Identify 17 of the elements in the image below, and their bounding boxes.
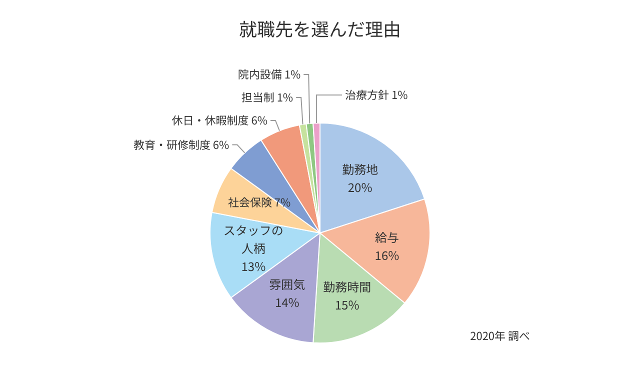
slice-label: 勤務時間 xyxy=(323,278,372,296)
data-label: 15% xyxy=(334,296,360,314)
data-label: 13% xyxy=(241,258,266,275)
slice-label: 院内設備 1% xyxy=(238,66,301,82)
chart-title: 就職先を選んだ理由 xyxy=(239,16,401,42)
slice-label: 教育・研修制度 6% xyxy=(133,136,230,153)
slice-label: 治療方針 1% xyxy=(345,87,408,103)
data-label: 14% xyxy=(274,294,300,311)
slice-label: 雰囲気 xyxy=(269,276,306,293)
slice-label: 勤務地 xyxy=(342,160,378,178)
slice-label: 給与 xyxy=(374,228,399,246)
slice-label: 担当制 1% xyxy=(241,89,294,106)
slice-label: 休日・休暇制度 6% xyxy=(172,112,268,128)
text: 2020年 調べ xyxy=(470,328,530,344)
slice-label: スタッフの人柄 xyxy=(223,222,284,257)
data-label: 16% xyxy=(374,246,400,264)
data-label: 20% xyxy=(348,178,372,196)
